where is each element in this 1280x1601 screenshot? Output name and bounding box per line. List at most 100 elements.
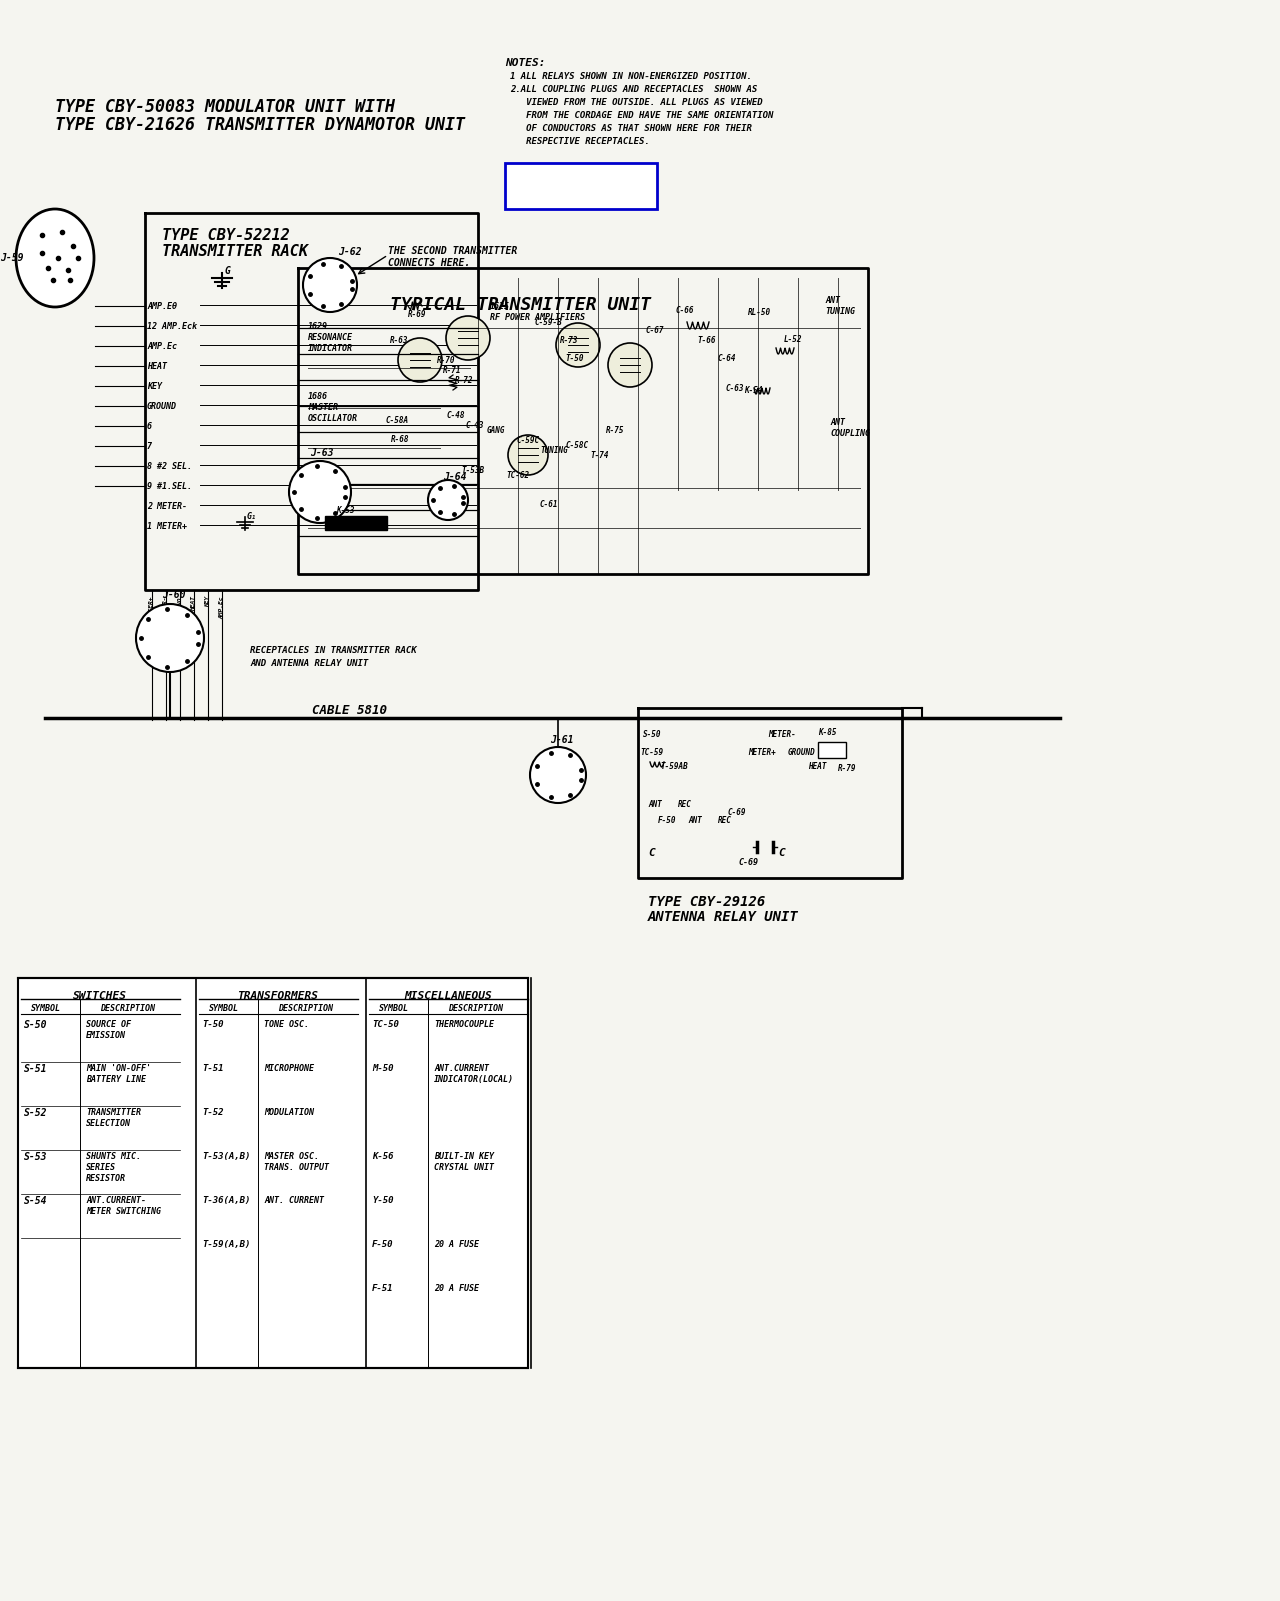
Text: T-53(A,B): T-53(A,B) (202, 1153, 251, 1161)
Text: ANT.CURRENT
INDICATOR(LOCAL): ANT.CURRENT INDICATOR(LOCAL) (434, 1065, 515, 1084)
Text: DESCRIPTION: DESCRIPTION (279, 1004, 334, 1013)
Text: AND ANTENNA RELAY UNIT: AND ANTENNA RELAY UNIT (250, 660, 369, 668)
Circle shape (428, 480, 468, 520)
Text: J-64: J-64 (443, 472, 466, 482)
Text: G: G (225, 266, 230, 275)
Text: TYPE CBY-21626 TRANSMITTER DYNAMOTOR UNIT: TYPE CBY-21626 TRANSMITTER DYNAMOTOR UNI… (55, 115, 465, 134)
Text: SWITCHES: SWITCHES (73, 991, 127, 1001)
Text: DESCRIPTION: DESCRIPTION (448, 1004, 503, 1013)
Bar (18, 978, 529, 1367)
Text: AMP.Ec: AMP.Ec (147, 343, 177, 351)
Text: METER-: METER- (768, 730, 796, 740)
Text: J-59: J-59 (0, 253, 23, 263)
Text: KEY: KEY (147, 383, 163, 391)
Text: J-62: J-62 (338, 247, 361, 258)
Text: FROM THE CORDAGE END HAVE THE SAME ORIENTATION: FROM THE CORDAGE END HAVE THE SAME ORIEN… (509, 110, 773, 120)
Text: C-59-B: C-59-B (535, 319, 563, 327)
Circle shape (508, 435, 548, 475)
Text: TC-59: TC-59 (640, 748, 663, 757)
Circle shape (136, 604, 204, 672)
Text: R-70: R-70 (436, 355, 456, 365)
Text: C-69: C-69 (728, 809, 746, 817)
Circle shape (608, 343, 652, 387)
Text: 1686
MASTER
OSCILLATOR: 1686 MASTER OSCILLATOR (308, 392, 358, 423)
Text: GROUND: GROUND (178, 596, 183, 618)
Text: RESPECTIVE RECEPTACLES.: RESPECTIVE RECEPTACLES. (509, 138, 650, 146)
Text: TYPE CBY-29126: TYPE CBY-29126 (648, 895, 765, 909)
Text: GROUND: GROUND (788, 748, 815, 757)
Text: 8 #2 SEL.: 8 #2 SEL. (147, 463, 192, 471)
Text: TC-62: TC-62 (506, 471, 529, 480)
Text: DESCRIPTION: DESCRIPTION (101, 1004, 155, 1013)
Text: S-53: S-53 (24, 1153, 47, 1162)
Text: CONNECTS HERE.: CONNECTS HERE. (388, 258, 470, 267)
Text: T-51: T-51 (202, 1065, 224, 1073)
Text: S-54: S-54 (24, 1196, 47, 1206)
Text: Downloaded by: Downloaded by (521, 175, 641, 189)
Text: RL-50: RL-50 (748, 307, 771, 317)
Text: C-58C: C-58C (566, 440, 589, 450)
Text: T-36(A,B): T-36(A,B) (202, 1196, 251, 1206)
Text: THERMOCOUPLE: THERMOCOUPLE (434, 1020, 494, 1029)
Text: METER-: METER- (164, 596, 169, 618)
Text: F-51: F-51 (372, 1284, 393, 1294)
Bar (325, 516, 387, 530)
Text: C-67: C-67 (646, 327, 664, 335)
Text: ANT: ANT (689, 817, 701, 825)
Circle shape (445, 315, 490, 360)
Text: T-59AB: T-59AB (660, 762, 687, 772)
Text: T-52: T-52 (202, 1108, 224, 1117)
Text: R-69: R-69 (408, 311, 426, 319)
Text: R-72: R-72 (454, 376, 474, 384)
Text: VIEWED FROM THE OUTSIDE. ALL PLUGS AS VIEWED: VIEWED FROM THE OUTSIDE. ALL PLUGS AS VI… (509, 98, 763, 107)
Text: C-59C: C-59C (517, 435, 540, 445)
Text: T-59(A,B): T-59(A,B) (202, 1241, 251, 1249)
Text: 2 METER-: 2 METER- (147, 503, 187, 511)
Text: J-61: J-61 (550, 735, 573, 744)
Text: TC: TC (340, 524, 349, 533)
Text: CABLE 5810: CABLE 5810 (312, 704, 388, 717)
Text: S-50: S-50 (643, 730, 662, 740)
Text: SYMBOL: SYMBOL (31, 1004, 61, 1013)
Text: OF CONDUCTORS AS THAT SHOWN HERE FOR THEIR: OF CONDUCTORS AS THAT SHOWN HERE FOR THE… (509, 123, 751, 133)
Text: C-66: C-66 (676, 306, 695, 315)
Text: METER+: METER+ (150, 596, 155, 618)
Text: R-75: R-75 (605, 426, 625, 435)
Text: T-53B: T-53B (461, 466, 484, 475)
Text: METER+: METER+ (748, 748, 776, 757)
Text: TRANSFORMERS: TRANSFORMERS (238, 991, 319, 1001)
Text: MISCELLANEOUS: MISCELLANEOUS (404, 991, 492, 1001)
Text: 6: 6 (147, 423, 152, 431)
Text: ANT
TUNING: ANT TUNING (826, 296, 855, 315)
Circle shape (303, 258, 357, 312)
Text: SHUNTS MIC.
SERIES
RESISTOR: SHUNTS MIC. SERIES RESISTOR (86, 1153, 141, 1183)
Circle shape (289, 461, 351, 524)
Text: R-73: R-73 (561, 336, 579, 344)
Text: TRANSMITTER
SELECTION: TRANSMITTER SELECTION (86, 1108, 141, 1129)
Text: ANT. CURRENT: ANT. CURRENT (264, 1196, 324, 1206)
Text: 12 AMP.Eck: 12 AMP.Eck (147, 322, 197, 331)
Text: SOURCE OF
EMISSION: SOURCE OF EMISSION (86, 1020, 131, 1041)
Text: REC: REC (718, 817, 732, 825)
Text: AMP.Eθ: AMP.Eθ (147, 303, 177, 311)
Text: K-56: K-56 (372, 1153, 393, 1161)
Text: Y-50: Y-50 (372, 1196, 393, 1206)
Text: SYMBOL: SYMBOL (209, 1004, 239, 1013)
Text: MODULATION: MODULATION (264, 1108, 314, 1117)
Circle shape (398, 338, 442, 383)
Text: G₁: G₁ (247, 512, 257, 520)
Text: F-50: F-50 (658, 817, 677, 825)
Text: K-53: K-53 (335, 506, 355, 516)
Text: GROUND: GROUND (147, 402, 177, 411)
Text: MICROPHONE: MICROPHONE (264, 1065, 314, 1073)
Text: S-50: S-50 (24, 1020, 47, 1029)
Text: T-50: T-50 (202, 1020, 224, 1029)
Text: S-51: S-51 (24, 1065, 47, 1074)
Text: 20 A FUSE: 20 A FUSE (434, 1241, 479, 1249)
Text: RECEPTACLES IN TRANSMITTER RACK: RECEPTACLES IN TRANSMITTER RACK (250, 645, 416, 655)
Text: T-66: T-66 (698, 336, 716, 344)
Text: C: C (778, 849, 785, 858)
Text: C-48: C-48 (447, 411, 466, 419)
Text: TUNING: TUNING (540, 447, 568, 455)
Ellipse shape (15, 210, 93, 307)
